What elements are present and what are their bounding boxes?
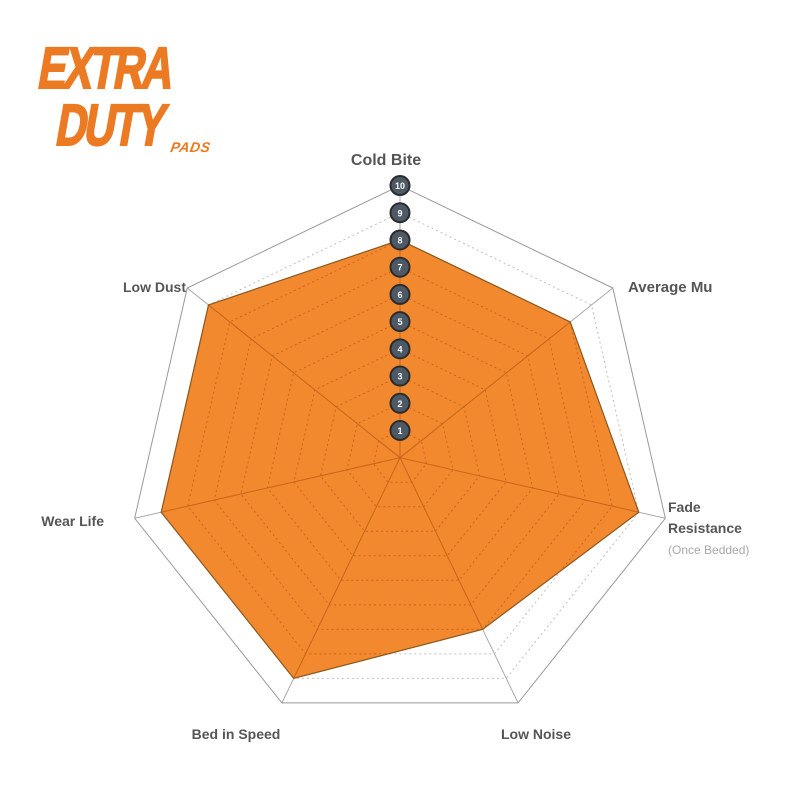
svg-text:3: 3 <box>397 372 402 382</box>
svg-text:1: 1 <box>397 426 402 436</box>
svg-text:4: 4 <box>397 344 402 354</box>
svg-text:Low Dust: Low Dust <box>123 279 186 295</box>
svg-text:2: 2 <box>397 399 402 409</box>
svg-text:EXTRA: EXTRA <box>34 35 179 101</box>
svg-text:Fade: Fade <box>668 499 701 515</box>
svg-text:Cold Bite: Cold Bite <box>351 152 421 169</box>
svg-text:10: 10 <box>395 181 405 191</box>
svg-text:DUTY: DUTY <box>52 92 172 158</box>
svg-text:Average Mu: Average Mu <box>628 279 712 296</box>
svg-text:Low Noise: Low Noise <box>501 726 571 742</box>
svg-text:6: 6 <box>397 290 402 300</box>
svg-text:9: 9 <box>397 208 402 218</box>
svg-text:7: 7 <box>397 263 402 273</box>
svg-text:Bed in Speed: Bed in Speed <box>192 726 281 742</box>
svg-text:(Once Bedded): (Once Bedded) <box>668 543 749 557</box>
svg-text:Resistance: Resistance <box>668 520 742 536</box>
svg-text:8: 8 <box>397 235 402 245</box>
svg-text:PADS: PADS <box>169 139 212 155</box>
svg-text:Wear Life: Wear Life <box>41 513 104 529</box>
svg-text:5: 5 <box>397 317 402 327</box>
